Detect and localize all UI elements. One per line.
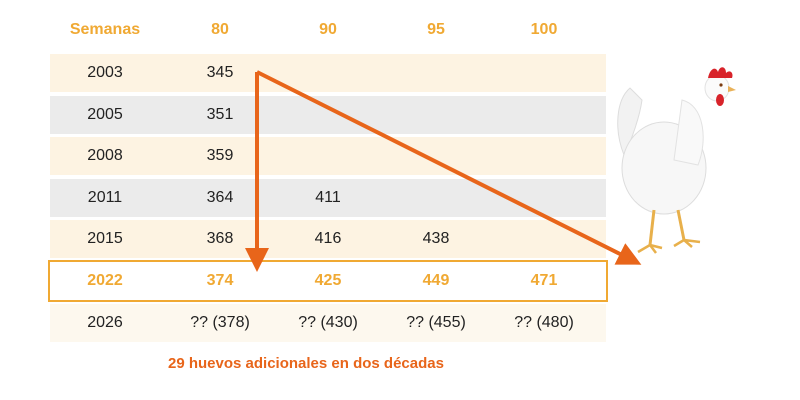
header-cell-95: 95 — [427, 21, 445, 38]
table-row-2026: 2026 ?? (378) ?? (430) ?? (455) ?? (480) — [50, 303, 606, 342]
table-row-2011: 2011 364 411 — [50, 178, 606, 217]
table-cell: 2011 — [87, 188, 123, 206]
header-cell-100: 100 — [530, 21, 558, 38]
table-cell — [273, 96, 383, 134]
table-cell — [381, 137, 491, 175]
table-header-row: Semanas 80 90 95 100 — [50, 10, 606, 50]
table-cell: 345 — [206, 64, 234, 81]
table-cell — [273, 54, 383, 92]
white-hen-icon — [617, 67, 736, 254]
table-cell — [381, 54, 491, 92]
header-cell-80: 80 — [211, 21, 229, 38]
caption-text: 29 huevos adicionales en dos décadas — [168, 355, 444, 372]
table-cell — [489, 137, 599, 175]
table-cell: 351 — [206, 105, 234, 123]
header-cell-semanas: Semanas — [69, 21, 141, 38]
table-cell: 364 — [206, 188, 234, 206]
table-cell — [489, 179, 599, 217]
egg-production-table: Semanas 80 90 95 100 2003 345 2005 351 2… — [48, 10, 608, 345]
table-row-2003: 2003 345 — [50, 54, 606, 92]
table-row-2005: 2005 351 — [50, 95, 606, 134]
table-cell: ?? (378) — [190, 313, 250, 331]
header-cell-90: 90 — [319, 21, 337, 38]
table-row-2008: 2008 359 — [50, 137, 606, 176]
table-cell: 416 — [314, 230, 342, 248]
table-cell: 2026 — [87, 313, 123, 331]
table-cell — [381, 96, 491, 134]
table-cell: 2005 — [87, 105, 123, 123]
table-cell: 368 — [206, 230, 234, 248]
table-cell: ?? (480) — [514, 313, 574, 331]
table-cell: ?? (430) — [298, 313, 358, 331]
table-cell — [489, 220, 599, 258]
table-cell — [381, 179, 491, 217]
table-cell: 2015 — [87, 230, 123, 248]
table-cell: ?? (455) — [406, 313, 466, 331]
table-cell — [489, 54, 599, 92]
table-cell: 2008 — [87, 147, 123, 165]
table-cell: 374 — [206, 271, 234, 289]
table-row-2022-highlighted: 2022 374 425 449 471 — [48, 259, 608, 302]
table-row-2015: 2015 368 416 438 — [50, 220, 606, 259]
table-cell: 438 — [422, 230, 450, 248]
table-cell — [489, 96, 599, 134]
table-cell: 449 — [422, 271, 450, 289]
table-cell: 2022 — [87, 271, 123, 289]
table-cell — [273, 137, 383, 175]
table-cell: 2003 — [87, 64, 123, 81]
table-cell: 471 — [530, 271, 558, 289]
table-cell: 359 — [206, 147, 234, 165]
table-cell: 425 — [314, 271, 342, 289]
table-cell: 411 — [315, 188, 341, 206]
